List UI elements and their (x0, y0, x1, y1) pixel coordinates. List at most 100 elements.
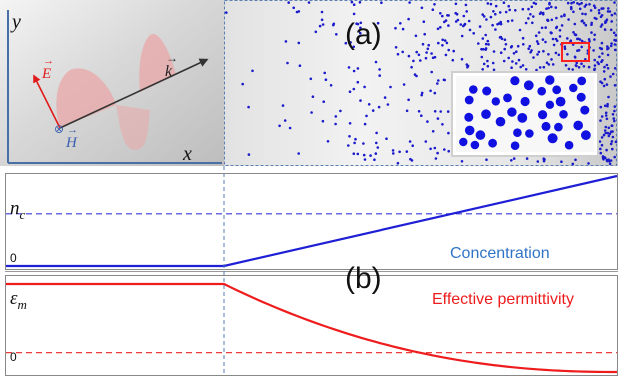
particle (606, 131, 610, 135)
particle (478, 25, 482, 28)
particle (606, 104, 609, 108)
particle (373, 158, 376, 161)
particle (353, 141, 356, 145)
particle (326, 140, 330, 143)
particle (311, 95, 315, 98)
particle (566, 1, 570, 5)
particle (286, 61, 289, 65)
particle (433, 110, 437, 113)
particle (502, 1, 506, 4)
particle (537, 31, 541, 34)
particle (572, 1, 575, 4)
particle (610, 124, 614, 127)
permittivity-zero-label: 0 (10, 350, 17, 364)
particle (613, 119, 616, 123)
particle (613, 1, 616, 4)
particle (578, 3, 581, 6)
particle (550, 5, 553, 9)
particle (587, 65, 591, 69)
k-vector-label: k (165, 63, 173, 80)
particle (494, 4, 498, 8)
particle (518, 28, 522, 32)
particle (477, 42, 480, 45)
particle (436, 151, 439, 155)
particle (603, 28, 607, 31)
particle (494, 28, 497, 31)
particle (542, 159, 546, 163)
inset-particle (525, 129, 534, 138)
particle (443, 78, 447, 82)
particle (524, 21, 528, 25)
particle (598, 140, 602, 143)
particle (389, 85, 392, 89)
particle (349, 41, 352, 44)
particle (436, 117, 440, 120)
particle (465, 10, 469, 13)
particle (431, 8, 435, 11)
particle (545, 61, 549, 64)
particle (599, 147, 602, 151)
zoom-highlight-box (561, 42, 590, 62)
particle (542, 157, 545, 160)
particle (334, 122, 337, 126)
particle (611, 113, 615, 116)
particle (613, 84, 617, 87)
particle (613, 109, 616, 113)
particle (510, 159, 513, 162)
particle (502, 59, 506, 63)
particle (614, 34, 618, 37)
particle (405, 150, 409, 153)
particle (603, 65, 606, 69)
particle (544, 40, 547, 44)
panel-label-a: (a) (345, 18, 382, 51)
particle (563, 13, 566, 16)
particle (324, 78, 328, 81)
particle (580, 19, 584, 23)
particle (413, 73, 417, 76)
particle (544, 26, 547, 29)
k-vector-arrow-hat: → (166, 51, 178, 65)
particle (506, 19, 510, 23)
particle (402, 83, 406, 86)
particle (602, 70, 606, 73)
particle (580, 1, 583, 5)
particle (225, 11, 228, 14)
particle (410, 65, 413, 69)
particle (564, 64, 568, 67)
particle (309, 77, 313, 81)
e-field-label: E (41, 66, 51, 82)
particle (611, 147, 614, 151)
particle (443, 39, 447, 42)
particle (531, 21, 534, 25)
concentration-plot-frame (5, 173, 618, 270)
particle (572, 31, 575, 34)
particle (486, 64, 490, 68)
particle (550, 31, 553, 35)
inset-particle (552, 85, 562, 95)
particle (555, 16, 558, 20)
particle (348, 122, 352, 125)
particle (287, 1, 291, 4)
particle (385, 137, 388, 140)
particle (396, 161, 400, 165)
particle (356, 152, 360, 156)
particle (460, 57, 464, 61)
particle (609, 75, 612, 78)
particle (348, 90, 352, 93)
particle (350, 0, 354, 4)
h-field-arrow-hat: → (67, 124, 78, 136)
particle (441, 123, 444, 126)
particle (610, 140, 614, 143)
particle (611, 72, 615, 76)
particle (374, 152, 378, 155)
concentration-plot: nc 0 Concentration (5, 173, 618, 270)
particle (363, 85, 366, 89)
particle (507, 56, 511, 60)
particle (571, 162, 575, 166)
particle (492, 10, 495, 13)
particle (599, 105, 603, 109)
particle (606, 67, 610, 70)
particle (514, 9, 517, 12)
particle (607, 126, 611, 130)
particle (604, 131, 607, 135)
